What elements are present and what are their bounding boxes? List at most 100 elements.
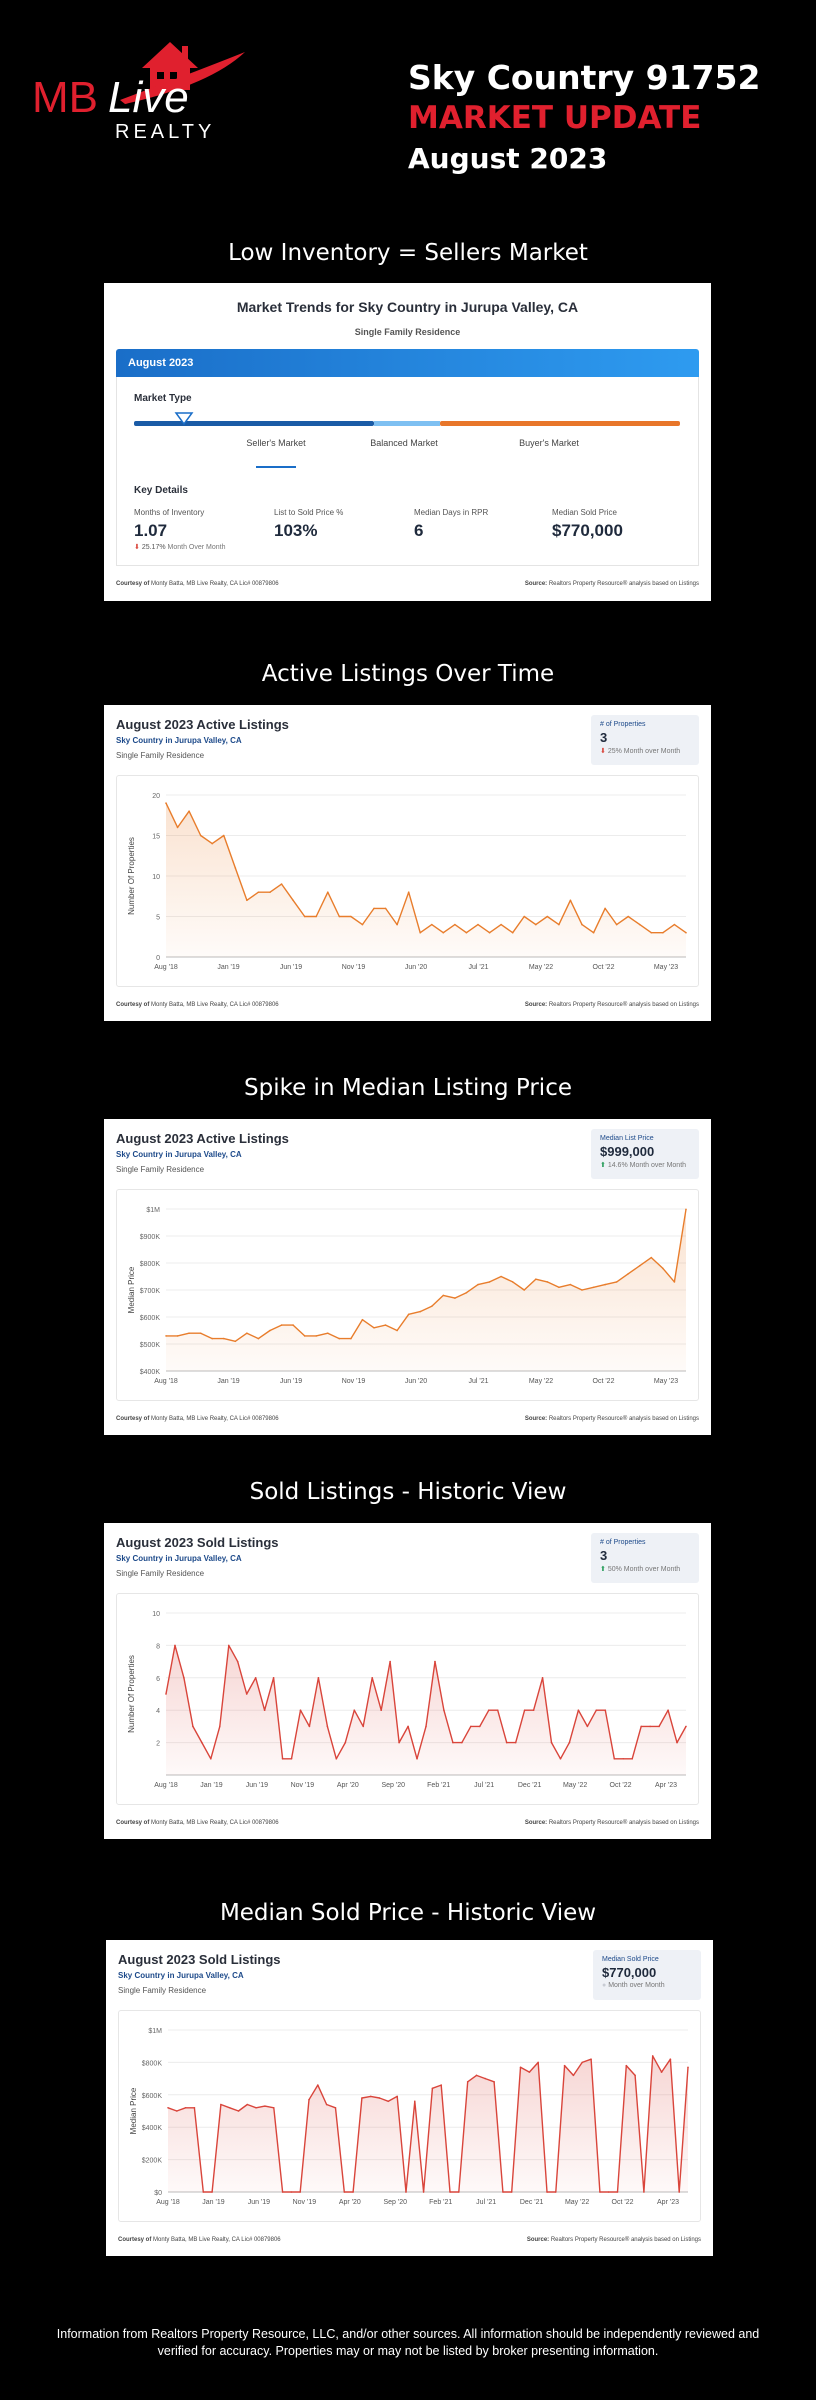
data-point: [255, 2106, 257, 2109]
data-point: [685, 931, 687, 934]
metric-value: 103%: [274, 521, 318, 540]
data-point: [604, 1709, 607, 1711]
x-tick-label: Apr '20: [337, 1782, 359, 1789]
data-point: [430, 923, 433, 926]
data-point: [303, 1335, 306, 1337]
data-point: [326, 1332, 329, 1334]
kpi-value: 3: [600, 1548, 608, 1563]
courtesy-note: Courtesy of Monty Batta, MB Live Realty,…: [116, 581, 279, 587]
data-point: [389, 1660, 391, 1663]
y-tick-label: 4: [156, 1708, 160, 1715]
data-point: [523, 915, 526, 918]
metric-label: List to Sold Price %: [274, 508, 344, 517]
data-point: [673, 1281, 676, 1283]
courtesy-note: Courtesy of Monty Batta, MB Live Realty,…: [116, 1416, 279, 1422]
data-point: [176, 826, 179, 829]
data-point: [627, 1273, 630, 1275]
data-point: [569, 1283, 572, 1286]
kpi-change: 25% Month over Month: [607, 748, 681, 755]
data-point: [369, 2095, 372, 2098]
y-tick-label: 10: [152, 874, 160, 881]
data-point: [537, 2061, 539, 2064]
kpi-value: 3: [600, 730, 608, 745]
data-point: [280, 883, 283, 885]
y-axis-label: Number Of Properties: [127, 1655, 136, 1733]
data-point: [413, 2100, 416, 2103]
chart-location: Sky Country in Jurupa Valley, CA: [116, 1150, 242, 1159]
x-tick-label: Jan '19: [217, 964, 239, 971]
data-point: [500, 1275, 502, 1278]
chart-svg: 0 5 10 15 20 Aug '18 Jan '19 Jun '19 Nov '19 Jun …: [127, 793, 687, 971]
courtesy-note: Courtesy of Monty Batta, MB Live Realty,…: [116, 1002, 279, 1008]
data-point: [449, 2191, 451, 2193]
section-title-3: Spike in Median Listing Price: [244, 1075, 572, 1101]
data-point: [234, 867, 237, 869]
source-note: Source: Realtors Property Resource® anal…: [524, 1820, 699, 1826]
data-point: [234, 1340, 237, 1343]
metric-label: Median Sold Price: [552, 508, 617, 517]
data-point: [443, 1709, 445, 1711]
data-point: [643, 2191, 645, 2193]
x-tick-label: May '23: [654, 964, 678, 971]
data-point: [227, 1644, 230, 1647]
data-point: [669, 2058, 672, 2060]
x-tick-label: May '22: [565, 2199, 589, 2206]
mb-live-realty-logo: MB Live REALTY: [32, 42, 245, 143]
data-point: [581, 1289, 583, 1291]
data-point: [290, 2191, 293, 2193]
data-point: [534, 923, 537, 926]
arrow-up-icon: ⬆: [600, 1566, 606, 1573]
data-point: [361, 1318, 364, 1321]
seller-underline: [256, 466, 296, 468]
plot-box: [116, 1189, 699, 1401]
data-point: [165, 1335, 167, 1337]
data-point: [487, 1709, 490, 1711]
kpi-box: # of Properties 3 ⬇ 25% Month over Month: [591, 715, 699, 765]
data-point: [514, 1741, 517, 1744]
data-point: [454, 1297, 456, 1299]
plot-box: [116, 1593, 699, 1805]
data-point: [378, 2097, 381, 2099]
data-point: [687, 2066, 689, 2069]
x-tick-label: Oct '22: [593, 964, 615, 971]
metric-label: Median Days in RPR: [414, 508, 489, 517]
y-tick-label: 5: [156, 915, 160, 922]
data-point: [662, 1267, 664, 1270]
y-axis-label: Median Price: [129, 2087, 138, 2134]
data-point: [396, 923, 398, 926]
data-point: [500, 923, 502, 926]
courtesy-note: Courtesy of Monty Batta, MB Live Realty,…: [116, 1820, 279, 1826]
data-point: [559, 1758, 562, 1760]
x-tick-label: Apr '23: [657, 2199, 679, 2206]
source-note: Source: Realtors Property Resource® anal…: [524, 1002, 699, 1008]
disclaimer: Information from Realtors Property Resou…: [56, 2327, 760, 2358]
data-point: [599, 2191, 601, 2193]
data-point: [685, 1725, 687, 1728]
data-point: [595, 1709, 598, 1711]
data-point: [222, 834, 225, 837]
data-point: [192, 1725, 194, 1728]
data-point: [658, 1725, 660, 1728]
data-point: [254, 1677, 257, 1679]
y-tick-label: 0: [156, 955, 160, 962]
data-point: [592, 1286, 595, 1289]
data-point: [546, 1281, 549, 1283]
kpi-box: Median Sold Price $770,000 ● Month over …: [593, 1950, 701, 2000]
data-point: [419, 931, 422, 934]
data-point: [581, 923, 583, 926]
chart-svg: 2 4 6 8 10 Aug '18 Jan '19 Jun '19 Nov '19 Apr '2…: [127, 1611, 687, 1789]
data-point: [335, 1758, 338, 1760]
data-point: [627, 915, 630, 918]
logo-live: Live: [108, 73, 189, 122]
data-point: [458, 2191, 460, 2193]
x-tick-label: Aug '18: [156, 2199, 180, 2206]
data-point: [373, 1327, 375, 1329]
metric-change: 25.17%: [141, 544, 166, 551]
data-point: [465, 931, 468, 934]
x-tick-label: Jul '21: [476, 2199, 496, 2206]
header-title: Sky Country 91752: [408, 58, 761, 97]
y-axis-label: Median Price: [127, 1266, 136, 1313]
arrow-down-icon: ⬇: [134, 544, 140, 551]
data-point: [558, 1286, 560, 1289]
data-point: [554, 2191, 557, 2193]
